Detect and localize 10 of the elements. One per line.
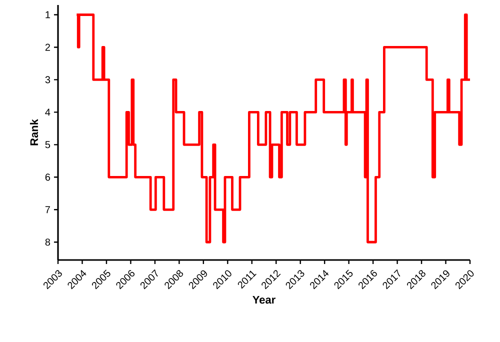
y-axis-title: Rank [30,119,38,146]
y-tick-label: 8 [45,238,50,246]
y-tick-label: 3 [45,76,50,84]
y-tick-label: 5 [45,141,50,148]
y-tick-label: 2 [45,44,50,51]
y-tick-label: 7 [45,206,50,214]
x-axis-title: Year [252,296,276,304]
y-tick-label: 1 [46,11,50,18]
y-tick-label: 4 [45,108,50,116]
y-tick-label: 6 [45,174,50,181]
